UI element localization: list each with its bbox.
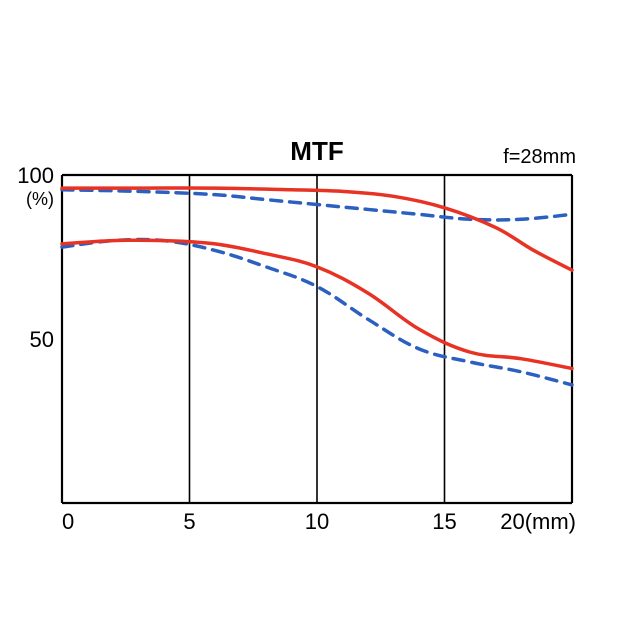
mtf-chart: MTF f=28mm 100(%) 50 0 5 10 15 20(mm) <box>0 0 640 640</box>
x-tick-10: 10 <box>305 509 329 534</box>
x-tick-5: 5 <box>183 509 195 534</box>
y-unit-label: (%) <box>26 189 54 209</box>
y-tick-50: 50 <box>30 327 54 352</box>
y-tick-100: 100 <box>17 163 54 188</box>
chart-title: MTF <box>290 136 343 166</box>
x-tick-20: 20(mm) <box>500 509 576 534</box>
x-tick-15: 15 <box>432 509 456 534</box>
chart-svg: MTF f=28mm 100(%) 50 0 5 10 15 20(mm) <box>0 0 640 640</box>
x-tick-0: 0 <box>62 509 74 534</box>
chart-subtitle: f=28mm <box>503 146 576 168</box>
